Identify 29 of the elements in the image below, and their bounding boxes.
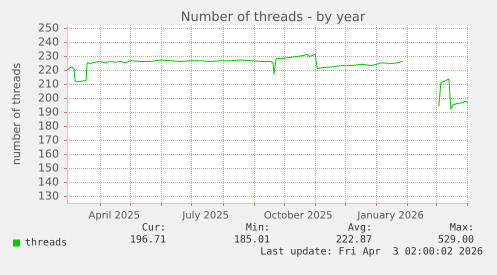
x-tick-label: January 2026 — [356, 210, 424, 222]
y-tick-label: 200 — [38, 91, 59, 104]
x-tick-label: April 2025 — [88, 210, 140, 222]
y-tick-label: 160 — [38, 147, 59, 160]
y-tick-label: 170 — [38, 133, 59, 146]
text: Avg: — [348, 222, 372, 234]
y-tick-label: 220 — [38, 63, 59, 76]
text: 529.00 — [438, 234, 474, 246]
text: Max: — [450, 222, 474, 234]
text: 185.01 — [234, 234, 270, 246]
y-tick-label: 190 — [38, 105, 59, 118]
x-tick-label: July 2025 — [181, 210, 230, 222]
y-tick-label: 140 — [38, 175, 59, 188]
y-tick-label: 210 — [38, 77, 59, 90]
legend-label: threads — [25, 238, 68, 248]
y-tick-label: 230 — [38, 49, 59, 62]
text: 196.71 — [130, 234, 166, 246]
text: Cur: — [142, 222, 166, 234]
text: Last update: Fri Apr 3 02:00:02 2026 — [260, 246, 483, 258]
y-tick-label: 130 — [38, 189, 59, 202]
x-tick-label: October 2025 — [264, 210, 332, 222]
y-axis-title: number of threads — [10, 62, 23, 166]
y-tick-label: 150 — [38, 161, 59, 174]
text: 222.87 — [336, 234, 372, 246]
y-tick-label: 180 — [38, 119, 59, 132]
chart-title: Number of threads - by year — [180, 10, 366, 25]
y-tick-label: 250 — [38, 21, 59, 34]
text: Min: — [246, 222, 270, 234]
y-tick-label: 240 — [38, 35, 59, 48]
